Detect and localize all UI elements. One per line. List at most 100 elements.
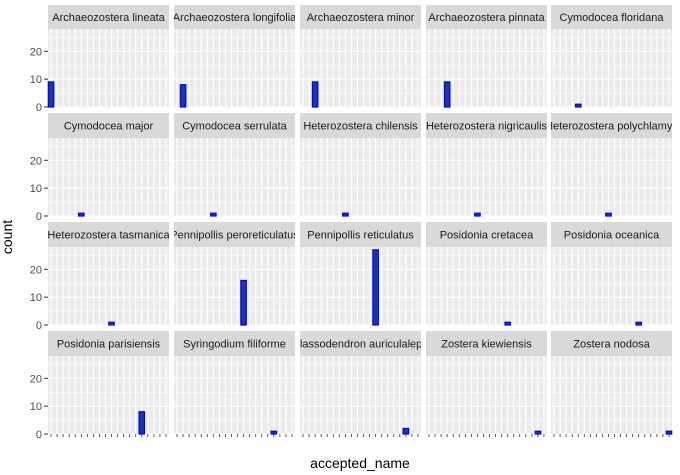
panel-background (551, 29, 672, 107)
bar (179, 84, 187, 108)
facet-strip (551, 222, 672, 247)
facet-strip-label: Heterozostera nigricaulis (426, 121, 548, 133)
facet-panel: Cymodocea major (48, 113, 169, 217)
facet-strip-label: Posidonia parisiensis (57, 339, 161, 351)
y-tick-label: 20 (30, 373, 42, 385)
bar (665, 430, 673, 435)
facet-panel: Zostera nodosa (551, 331, 673, 435)
facet-strip (48, 222, 169, 247)
panel-background (174, 247, 295, 325)
y-tick-label: 10 (30, 292, 42, 304)
facet-strip-label: Syringodium filiforme (183, 339, 286, 351)
facet-strip-label: Posidonia cretacea (440, 230, 534, 242)
panel-background (300, 247, 421, 325)
facet-strip-label: Pennipollis reticulatus (307, 230, 414, 242)
facet-strip-label: Thalassodendron auriculaleporis (281, 339, 440, 351)
facet-strip (426, 5, 547, 29)
facet-strip-label: Heterozostera polychlamys (545, 121, 678, 133)
facet-strip-label: Pennipollis peroreticulatus (170, 230, 299, 242)
facet-panel: Archaeozostera longifolia (173, 5, 297, 108)
facet-panel: Archaeozostera pinnata (426, 5, 547, 108)
facet-strip (48, 113, 169, 138)
facet-panel: Zostera kiewiensis (426, 331, 547, 435)
facet-strip-label: Cymodocea floridana (560, 12, 665, 24)
facet-strip (300, 113, 421, 138)
facet-strip (551, 113, 672, 138)
panel-background (426, 138, 547, 216)
x-axis-title: accepted_name (310, 455, 410, 471)
panel-background (48, 29, 169, 107)
y-tick-label: 20 (30, 264, 42, 276)
facet-strip (300, 222, 421, 247)
facet-strip-label: Heterozostera chilensis (303, 121, 418, 133)
facet-strip-label: Zostera kiewiensis (441, 339, 532, 351)
panel-background (48, 138, 169, 216)
bar (372, 249, 379, 326)
facet-panel: Posidonia oceanica (551, 222, 672, 326)
panel-background (551, 247, 672, 325)
panel-background (551, 356, 672, 434)
bar (311, 81, 319, 108)
facet-strip (48, 5, 169, 29)
bar (108, 321, 115, 326)
facet-strip (300, 5, 421, 29)
facet-strip (426, 331, 547, 356)
facet-panel: Archaeozostera lineata (47, 5, 169, 108)
bar (504, 321, 511, 326)
facet-strip (551, 5, 672, 29)
y-tick-label: 10 (30, 183, 42, 195)
y-axis-layer: 0 10 20 0 10 20 0 10 20 0 10 20 (30, 46, 670, 441)
bar (210, 212, 217, 217)
facet-strip-label: Archaeozostera minor (307, 12, 415, 24)
facet-strip-label: Archaeozostera longifolia (173, 12, 297, 24)
bar (605, 212, 612, 217)
facet-strip (174, 113, 295, 138)
facet-strip (48, 331, 169, 356)
facet-strip (174, 222, 295, 247)
panel-background (551, 138, 672, 216)
panel-background (426, 356, 547, 434)
panel-background (174, 356, 295, 434)
panels-layer: Archaeozostera lineata Archaeozostera lon… (47, 5, 678, 435)
y-tick-label: 10 (30, 74, 42, 86)
y-tick-label: 0 (36, 102, 42, 114)
panel-background (300, 29, 421, 107)
bar (534, 430, 542, 435)
y-tick-label: 10 (30, 401, 42, 413)
facet-strip (174, 331, 295, 356)
bar (574, 103, 582, 108)
bar (270, 430, 278, 435)
facet-strip-label: Archaeozostera lineata (52, 12, 165, 24)
facet-strip (426, 113, 547, 138)
facet-panel: Syringodium filiforme (174, 331, 295, 435)
facet-strip-label: Posidonia oceanica (564, 230, 660, 242)
panel-background (300, 138, 421, 216)
facet-panel: Heterozostera polychlamys (545, 113, 678, 217)
facet-panel: Posidonia parisiensis (48, 331, 169, 435)
panel-background (426, 247, 547, 325)
facet-panel: Posidonia cretacea (426, 222, 547, 326)
facet-panel: Heterozostera nigricaulis (426, 113, 548, 217)
facet-strip (426, 222, 547, 247)
facet-panel: Heterozostera tasmanica (47, 222, 170, 326)
panel-background (174, 138, 295, 216)
facet-strip-label: Heterozostera tasmanica (47, 230, 170, 242)
panel-background (48, 356, 169, 434)
bar (474, 212, 481, 217)
facet-panel: Pennipollis reticulatus (300, 222, 421, 326)
bar (138, 411, 146, 435)
bar (342, 212, 349, 217)
bar (240, 279, 247, 326)
bar (77, 212, 85, 217)
facet-panel: Archaeozostera minor (300, 5, 421, 108)
facet-strip-label: Cymodocea major (64, 121, 154, 133)
panel-background (174, 29, 295, 107)
facet-panel: Thalassodendron auriculaleporis (281, 331, 440, 435)
facet-panel: Cymodocea serrulata (174, 113, 295, 217)
facet-strip-label: Archaeozostera pinnata (428, 12, 545, 24)
facet-strip (551, 331, 672, 356)
y-tick-label: 0 (36, 320, 42, 332)
facet-panel: Cymodocea floridana (551, 5, 672, 108)
panel-background (300, 356, 421, 434)
